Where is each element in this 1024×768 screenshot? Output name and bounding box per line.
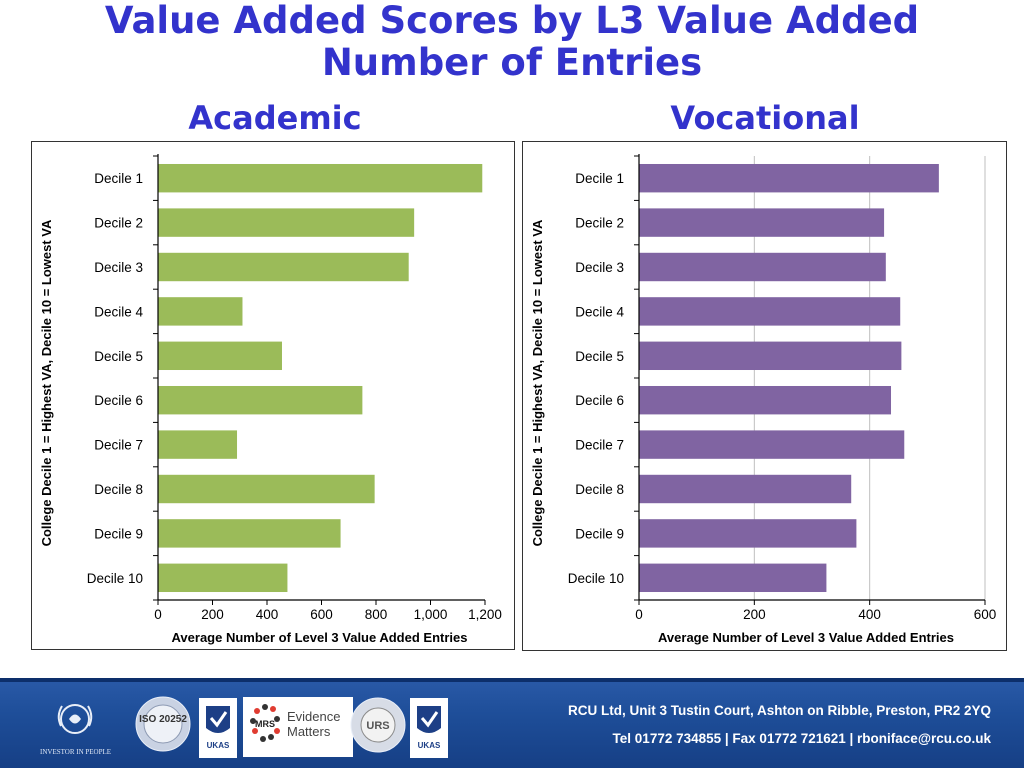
category-label: Decile 6 [575,393,624,408]
bar [158,385,363,415]
bar [158,519,341,548]
crown-tick-icon-2: UKAS [410,698,448,758]
x-tick-label: 600 [974,607,997,622]
bar [639,252,886,282]
mrs-label: MRS [255,719,275,729]
crown-tick-icon: UKAS [199,698,237,758]
category-label: Decile 2 [94,216,143,231]
x-tick-label: 800 [365,607,388,622]
mrs-tagline-2: Matters [287,724,331,739]
category-label: Decile 9 [575,526,624,541]
vocational-chart: Decile 1 Decile 2 Decile 3 Decile 4 Decile 5… [522,141,1007,651]
mrs-tagline-1: Evidence [287,709,340,724]
category-label: Decile 6 [94,393,143,408]
bar [639,297,901,326]
bar [639,208,885,237]
x-tick-label: 0 [635,607,643,622]
x-tick-label: 400 [858,607,881,622]
x-tick-label: 1,000 [414,607,448,622]
category-label: Decile 10 [568,571,624,586]
ukas-logo-2: UKAS [410,698,448,758]
category-label: Decile 4 [94,304,143,319]
bar [639,385,892,415]
category-label: Decile 7 [94,438,143,453]
bar [158,208,415,237]
category-label: Decile 7 [575,438,624,453]
slide-title-line-1: Value Added Scores by L3 Value Added [104,0,920,42]
x-tick-label: 200 [743,607,766,622]
contact-address: RCU Ltd, Unit 3 Tustin Court, Ashton on … [567,703,991,718]
x-tick-label: 1,200 [468,607,502,622]
x-axis-title: Average Number of Level 3 Value Added En… [172,630,468,645]
category-label: Decile 3 [575,260,624,275]
iso-20252-seal: ISO 20252 [135,696,191,752]
urs-seal: URS [350,697,406,753]
vocational-heading: Vocational [670,99,860,137]
bar [158,341,282,371]
x-tick-label: 600 [310,607,333,622]
bar [158,252,409,282]
ukas-logo-1: UKAS [199,698,237,758]
category-label: Decile 1 [575,171,624,186]
urs-seal-icon: URS [350,697,406,753]
contact-phone-email: Tel 01772 734855 | Fax 01772 721621 | rb… [612,731,991,746]
bar [639,563,827,593]
category-label: Decile 9 [94,526,143,541]
investors-caption: INVESTOR IN PEOPLE [40,748,112,756]
bar [639,474,852,504]
category-label: Decile 8 [575,482,624,497]
category-label: Decile 8 [94,482,143,497]
chart-svg-0: Decile 1 Decile 2 Decile 3 Decile 4 Decile 5… [39,154,502,645]
laurel-icon [57,704,93,734]
category-label: Decile 3 [94,260,143,275]
category-label: Decile 2 [575,216,624,231]
x-tick-label: 200 [201,607,224,622]
slide-title-line-2: Number of Entries [321,41,703,84]
chart-svg-1: Decile 1 Decile 2 Decile 3 Decile 4 Decile 5… [530,154,997,645]
bar [158,163,483,193]
slide-title: Value Added Scores by L3 Value Added Num… [0,0,1024,84]
urs-label: URS [366,720,389,732]
bar [158,430,238,459]
iso-seal-icon: ISO 20252 [135,696,191,752]
academic-heading: Academic [188,99,362,137]
x-axis-title: Average Number of Level 3 Value Added En… [658,630,954,645]
category-label: Decile 10 [87,571,143,586]
bar [639,519,857,548]
x-tick-label: 400 [256,607,279,622]
mrs-dots-icon: MRS Evidence Matters [243,697,353,757]
iso-seal-text: ISO 20252 [139,714,187,725]
y-axis-title: College Decile 1 = Highest VA, Decile 10… [39,219,54,546]
bar [158,474,375,504]
academic-chart: Decile 1 Decile 2 Decile 3 Decile 4 Decile 5… [31,141,515,650]
category-label: Decile 4 [575,304,624,319]
bar [639,341,902,371]
ukas-label-1: UKAS [207,741,230,750]
category-label: Decile 1 [94,171,143,186]
y-axis-title: College Decile 1 = Highest VA, Decile 10… [530,219,545,546]
footer-divider [0,678,1024,682]
bar [639,430,905,459]
category-label: Decile 5 [94,349,143,364]
investors-in-people-logo [52,696,98,742]
bar [639,163,939,193]
x-tick-label: 0 [154,607,162,622]
bar [158,563,288,593]
category-label: Decile 5 [575,349,624,364]
ukas-label-2: UKAS [418,741,441,750]
mrs-logo: MRS Evidence Matters [243,697,353,757]
bar [158,297,243,326]
